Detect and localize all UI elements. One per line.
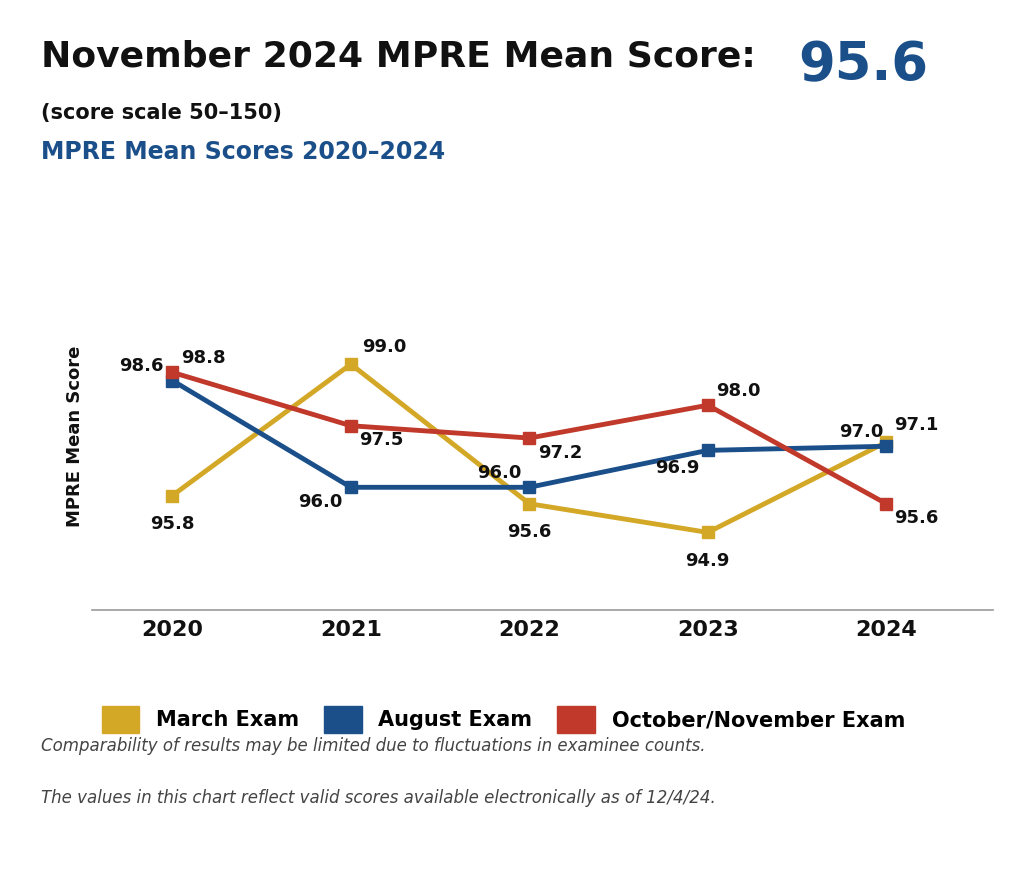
Text: 99.0: 99.0 [362,337,407,356]
Text: 97.0: 97.0 [839,423,884,440]
Legend: March Exam, August Exam, October/November Exam: March Exam, August Exam, October/Novembe… [93,698,913,741]
Text: 95.6: 95.6 [895,509,939,528]
Text: 97.2: 97.2 [538,444,582,461]
Text: 95.8: 95.8 [151,515,195,533]
Text: November 2024 MPRE Mean Score:: November 2024 MPRE Mean Score: [41,39,768,73]
Text: Comparability of results may be limited due to fluctuations in examinee counts.: Comparability of results may be limited … [41,737,706,755]
Text: 97.1: 97.1 [895,416,939,434]
Text: 95.6: 95.6 [507,523,552,542]
Text: 98.6: 98.6 [120,357,164,375]
Text: 98.0: 98.0 [716,382,761,399]
Text: 96.0: 96.0 [298,493,343,511]
Text: (score scale 50–150): (score scale 50–150) [41,103,282,123]
Y-axis label: MPRE Mean Score: MPRE Mean Score [66,345,84,527]
Text: MPRE Mean Scores 2020–2024: MPRE Mean Scores 2020–2024 [41,140,445,164]
Text: 96.9: 96.9 [655,459,699,477]
Text: 94.9: 94.9 [686,552,730,570]
Text: 97.5: 97.5 [359,432,403,449]
Text: 95.6: 95.6 [799,39,929,92]
Text: 96.0: 96.0 [476,464,521,481]
Text: 98.8: 98.8 [181,349,225,367]
Text: The values in this chart reflect valid scores available electronically as of 12/: The values in this chart reflect valid s… [41,789,716,807]
